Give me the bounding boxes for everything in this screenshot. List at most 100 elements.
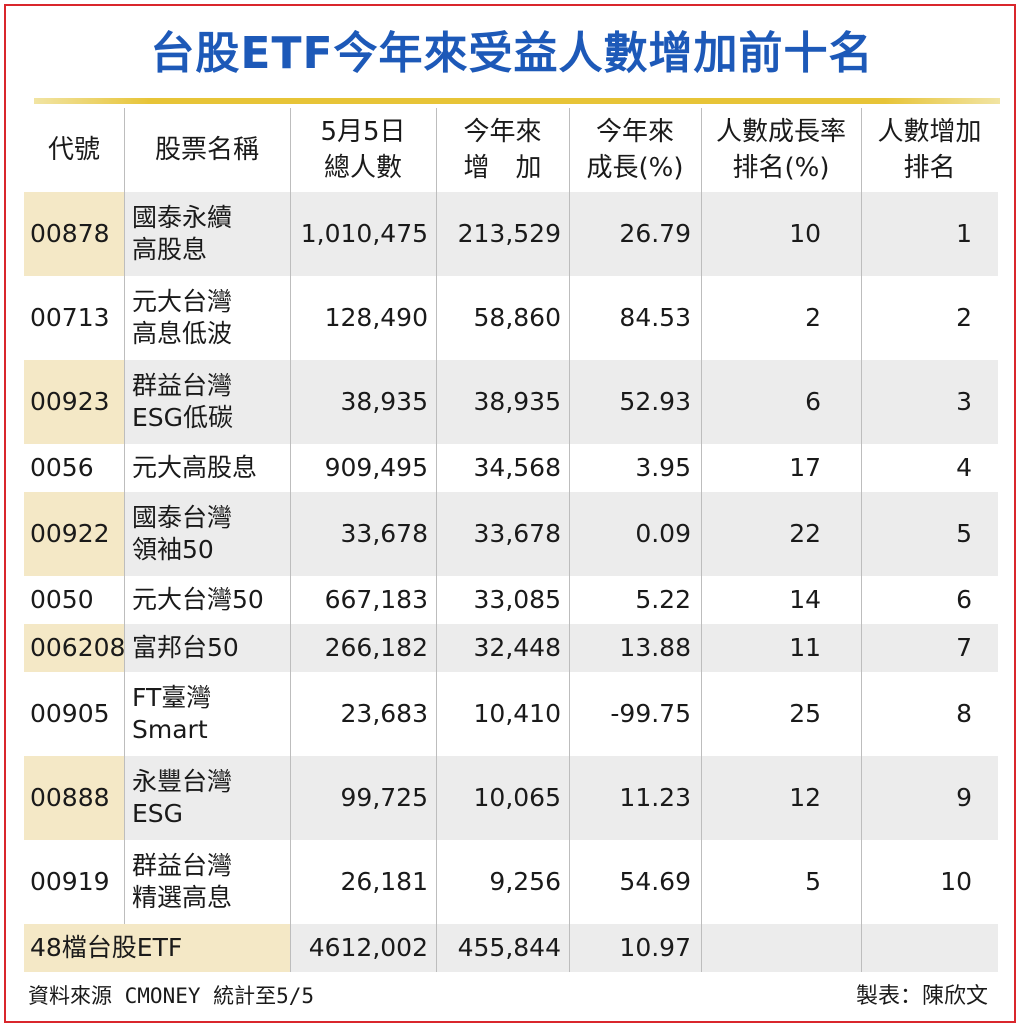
outer-frame bbox=[4, 4, 1016, 1023]
name-cell-line: 高息低波 bbox=[132, 319, 233, 348]
name-cell: 富邦台50 bbox=[132, 633, 239, 662]
name-cell: 元大台灣50 bbox=[132, 585, 264, 614]
header-growth-rank-cell: 人數成長率排名(%) bbox=[701, 108, 861, 192]
name-cell: 元大台灣 高息低波 bbox=[124, 276, 290, 360]
total-cell: 128,490 bbox=[324, 303, 428, 332]
increase-cell: 455,844 bbox=[457, 933, 561, 962]
growth-rank-cell: 11 bbox=[789, 633, 821, 662]
name-cell-line: 元大台灣 bbox=[132, 287, 233, 316]
column-divider bbox=[124, 108, 125, 924]
increase-rank-cell: 1 bbox=[956, 219, 972, 248]
code-cell: 00922 bbox=[24, 492, 124, 576]
name-cell: FT臺灣 Smart bbox=[124, 672, 290, 756]
table-row: 00713 元大台灣 高息低波 128,490 58,860 84.53 2 2 bbox=[24, 276, 998, 360]
increase-cell: 33,085 bbox=[473, 585, 561, 614]
table-maker: 製表：陳欣文 bbox=[855, 984, 988, 1009]
header-growth-cell-line: 成長(%) bbox=[586, 153, 684, 183]
increase-rank-cell: 3 bbox=[956, 387, 972, 416]
increase-cell: 213,529 bbox=[457, 219, 561, 248]
growth-cell: 84.53 bbox=[619, 303, 691, 332]
total-cell: 99,725 bbox=[340, 783, 428, 812]
name-cell: 國泰台灣 領袖50 bbox=[124, 492, 290, 576]
etf-table: 代號 股票名稱 5月5日 總人數 今年來增 加今年來 成長(%) 人數成長率 排名(%) 人數增… bbox=[24, 108, 998, 972]
increase-rank-cell: 7 bbox=[956, 633, 972, 662]
increase-rank-cell: 8 bbox=[956, 699, 972, 728]
header-code-cell-line: 代號 bbox=[47, 135, 100, 165]
title-underline bbox=[34, 98, 1000, 104]
growth-cell: 5.22 bbox=[635, 585, 691, 614]
empty-cell bbox=[861, 924, 998, 972]
header-total-cell-line: 5月5日 bbox=[320, 117, 406, 147]
header-increase-rank-cell-line: 人數增加 bbox=[877, 117, 982, 147]
column-divider bbox=[861, 108, 862, 972]
name-cell-line: 高股息 bbox=[132, 235, 208, 264]
name-cell: 元大高股息 bbox=[132, 453, 258, 482]
growth-cell: 0.09 bbox=[635, 519, 691, 548]
name-cell-line: 群益台灣 bbox=[132, 371, 233, 400]
code-cell: 00878 bbox=[24, 192, 124, 276]
column-divider bbox=[290, 108, 291, 972]
growth-rank-cell: 2 bbox=[805, 303, 821, 332]
column-divider bbox=[436, 108, 437, 972]
growth-rank-cell: 25 bbox=[789, 699, 821, 728]
source-note: 資料來源 CMONEY 統計至5/5 bbox=[28, 984, 315, 1008]
growth-cell: -99.75 bbox=[610, 699, 691, 728]
code-cell: 00905 bbox=[30, 699, 110, 728]
name-cell-line: 領袖50 bbox=[132, 535, 214, 564]
growth-rank-cell: 14 bbox=[789, 585, 821, 614]
increase-cell: 33,678 bbox=[473, 519, 561, 548]
total-cell: 23,683 bbox=[340, 699, 428, 728]
increase-cell: 38,935 bbox=[473, 387, 561, 416]
table-row: 00905 FT臺灣 Smart 23,683 10,410 -99.75 25 8 bbox=[24, 672, 998, 756]
header-increase-rank-cell: 人數增加 排名 bbox=[861, 108, 998, 192]
table-header: 代號 股票名稱 5月5日 總人數 今年來增 加今年來 成長(%) 人數成長率 排名(%) 人數增… bbox=[24, 108, 998, 192]
name-cell-line: 永豐台灣 bbox=[132, 767, 233, 796]
name-cell-line: ESG bbox=[132, 799, 184, 828]
growth-rank-cell: 17 bbox=[789, 453, 821, 482]
code-cell: 00923 bbox=[24, 360, 124, 444]
growth-rank-cell: 22 bbox=[789, 519, 821, 548]
increase-cell: 10,410 bbox=[473, 699, 561, 728]
header-growth-cell: 今年來 成長(%) bbox=[569, 108, 701, 192]
growth-rank-cell: 12 bbox=[789, 783, 821, 812]
header-total-cell-line: 總人數 bbox=[323, 153, 402, 183]
header-increase-cell: 今年來增 加 bbox=[436, 108, 569, 192]
increase-rank-cell: 6 bbox=[956, 585, 972, 614]
name-cell-line: Smart bbox=[132, 715, 208, 744]
increase-cell: 58,860 bbox=[473, 303, 561, 332]
increase-cell: 10,065 bbox=[473, 783, 561, 812]
growth-cell: 54.69 bbox=[619, 867, 691, 896]
header-total-cell: 5月5日總人數 bbox=[290, 108, 436, 192]
table-row: 0050 元大台灣50 667,183 33,085 5.22 14 6 bbox=[24, 576, 998, 624]
header-name-cell: 股票名稱 bbox=[124, 108, 290, 192]
table-row: 00888 永豐台灣 ESG 99,725 10,065 11.23 12 9 bbox=[24, 756, 998, 840]
total-label-cell: 48檔台股ETF bbox=[24, 924, 290, 972]
total-cell: 266,182 bbox=[324, 633, 428, 662]
growth-cell: 3.95 bbox=[635, 453, 691, 482]
name-cell-line: FT臺灣 bbox=[132, 683, 212, 712]
growth-cell: 11.23 bbox=[619, 783, 691, 812]
increase-rank-cell: 10 bbox=[940, 867, 972, 896]
column-divider bbox=[701, 108, 702, 972]
name-cell-line: 群益台灣 bbox=[132, 851, 233, 880]
header-growth-rank-cell-line: 排名(%) bbox=[732, 153, 830, 183]
increase-cell: 9,256 bbox=[489, 867, 561, 896]
header-increase-cell-line: 增 加 bbox=[463, 153, 542, 183]
growth-cell: 52.93 bbox=[619, 387, 691, 416]
header-growth-rank-cell-line: 人數成長率 bbox=[715, 117, 846, 147]
total-cell: 38,935 bbox=[340, 387, 428, 416]
increase-rank-cell: 2 bbox=[956, 303, 972, 332]
table-row: 00919 群益台灣 精選高息 26,181 9,256 54.69 5 10 bbox=[24, 840, 998, 924]
total-cell: 1,010,475 bbox=[300, 219, 428, 248]
page-title: 台股ETF今年來受益人數增加前十名 bbox=[150, 28, 874, 79]
total-cell: 667,183 bbox=[324, 585, 428, 614]
name-cell: 群益台灣 ESG低碳 bbox=[124, 360, 290, 444]
total-cell: 909,495 bbox=[324, 453, 428, 482]
increase-rank-cell: 9 bbox=[956, 783, 972, 812]
increase-cell: 32,448 bbox=[473, 633, 561, 662]
name-cell-line: 國泰永續 bbox=[132, 203, 233, 232]
header-increase-rank-cell-line: 排名 bbox=[903, 153, 956, 183]
empty-cell bbox=[701, 924, 861, 972]
code-cell: 00888 bbox=[24, 756, 124, 840]
name-cell-line: ESG低碳 bbox=[132, 403, 234, 432]
